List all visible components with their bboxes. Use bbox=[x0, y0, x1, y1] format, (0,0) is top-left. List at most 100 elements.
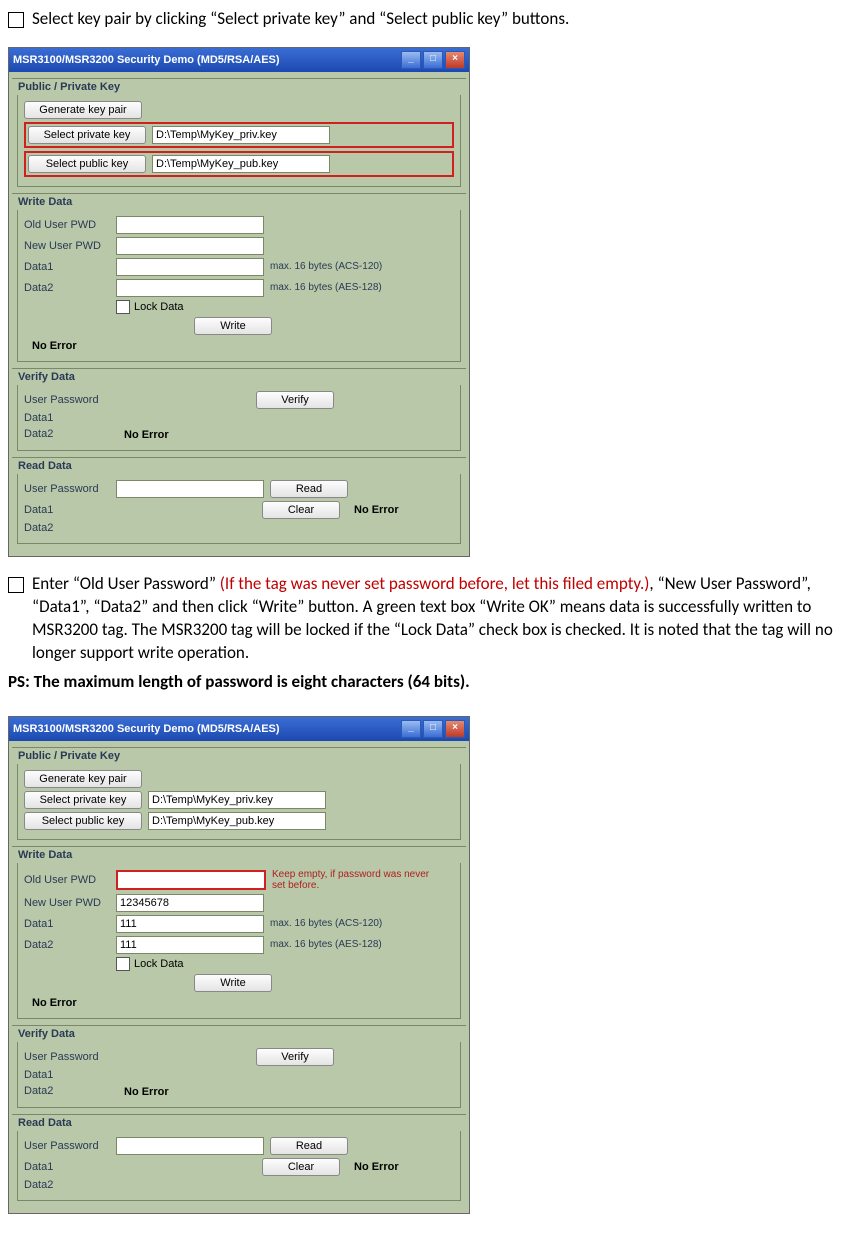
group-verify-title: Verify Data bbox=[12, 1025, 466, 1042]
select-private-key-button[interactable]: Select private key bbox=[28, 126, 146, 144]
clear-button[interactable]: Clear bbox=[262, 1158, 340, 1176]
group-write-title: Write Data bbox=[12, 846, 466, 863]
maximize-icon[interactable]: □ bbox=[423, 51, 443, 69]
data1-input[interactable] bbox=[116, 258, 264, 276]
label-verify-pwd: User Password bbox=[24, 1051, 116, 1063]
step-2: Enter “Old User Password” (If the tag wa… bbox=[8, 573, 840, 665]
label-verify-d2: Data2 bbox=[24, 1085, 116, 1097]
select-public-key-button[interactable]: Select public key bbox=[24, 812, 142, 830]
keep-empty-hint: Keep empty, if password was never set be… bbox=[272, 869, 432, 891]
label-data2: Data2 bbox=[24, 282, 116, 294]
public-key-path[interactable]: D:\Temp\MyKey_pub.key bbox=[148, 812, 326, 830]
label-read-d2: Data2 bbox=[24, 1179, 116, 1191]
label-oldpwd: Old User PWD bbox=[24, 874, 116, 886]
generate-keypair-button[interactable]: Generate key pair bbox=[24, 770, 142, 788]
label-data1: Data1 bbox=[24, 918, 116, 930]
label-data2: Data2 bbox=[24, 939, 116, 951]
label-verify-d1: Data1 bbox=[24, 1069, 116, 1081]
close-icon[interactable]: × bbox=[445, 51, 465, 69]
step-2-red: (If the tag was never set password befor… bbox=[220, 573, 650, 594]
close-icon[interactable]: × bbox=[445, 720, 465, 738]
step-2-pre: Enter “Old User Password” bbox=[32, 573, 220, 594]
write-button[interactable]: Write bbox=[194, 974, 272, 992]
label-verify-d2: Data2 bbox=[24, 428, 116, 440]
hint-data2: max. 16 bytes (AES-128) bbox=[270, 282, 382, 293]
titlebar[interactable]: MSR3100/MSR3200 Security Demo (MD5/RSA/A… bbox=[9, 717, 469, 741]
lock-data-checkbox[interactable] bbox=[116, 300, 130, 314]
app-window-1: MSR3100/MSR3200 Security Demo (MD5/RSA/A… bbox=[8, 47, 470, 557]
new-pwd-input[interactable] bbox=[116, 237, 264, 255]
group-keys: Public / Private Key Generate key pair S… bbox=[17, 747, 461, 840]
label-verify-d1: Data1 bbox=[24, 412, 116, 424]
data1-input[interactable]: 111 bbox=[116, 915, 264, 933]
minimize-icon[interactable]: _ bbox=[401, 720, 421, 738]
app-window-2: MSR3100/MSR3200 Security Demo (MD5/RSA/A… bbox=[8, 716, 470, 1214]
group-read-title: Read Data bbox=[12, 457, 466, 474]
group-verify: Verify Data User PasswordVerify Data1 Da… bbox=[17, 368, 461, 451]
client-area: Public / Private Key Generate key pair S… bbox=[9, 741, 469, 1213]
read-status: No Error bbox=[354, 504, 399, 516]
label-data1: Data1 bbox=[24, 261, 116, 273]
private-key-path[interactable]: D:\Temp\MyKey_priv.key bbox=[152, 126, 330, 144]
verify-status: No Error bbox=[124, 429, 169, 441]
read-pwd-input[interactable] bbox=[116, 1137, 264, 1155]
group-keys-title: Public / Private Key bbox=[12, 747, 466, 764]
group-write: Write Data Old User PWD New User PWD Dat… bbox=[17, 193, 461, 362]
client-area: Public / Private Key Generate key pair S… bbox=[9, 72, 469, 556]
group-keys-title: Public / Private Key bbox=[12, 78, 466, 95]
new-pwd-input[interactable]: 12345678 bbox=[116, 894, 264, 912]
private-key-path[interactable]: D:\Temp\MyKey_priv.key bbox=[148, 791, 326, 809]
group-verify: Verify Data User PasswordVerify Data1 Da… bbox=[17, 1025, 461, 1108]
window-title: MSR3100/MSR3200 Security Demo (MD5/RSA/A… bbox=[13, 54, 280, 66]
checkbox-icon bbox=[8, 577, 24, 593]
group-read: Read Data User PasswordRead Data1ClearNo… bbox=[17, 457, 461, 544]
verify-status: No Error bbox=[124, 1086, 169, 1098]
write-status: No Error bbox=[32, 997, 77, 1009]
label-read-d1: Data1 bbox=[24, 1161, 116, 1173]
label-oldpwd: Old User PWD bbox=[24, 219, 116, 231]
verify-button[interactable]: Verify bbox=[256, 1048, 334, 1066]
write-status: No Error bbox=[32, 340, 77, 352]
hint-data2: max. 16 bytes (AES-128) bbox=[270, 939, 382, 950]
minimize-icon[interactable]: _ bbox=[401, 51, 421, 69]
step-1: Select key pair by clicking “Select priv… bbox=[8, 8, 840, 31]
old-pwd-input[interactable] bbox=[116, 216, 264, 234]
group-verify-title: Verify Data bbox=[12, 368, 466, 385]
hint-data1: max. 16 bytes (ACS-120) bbox=[270, 918, 382, 929]
label-newpwd: New User PWD bbox=[24, 897, 116, 909]
generate-keypair-button[interactable]: Generate key pair bbox=[24, 101, 142, 119]
group-write-title: Write Data bbox=[12, 193, 466, 210]
write-button[interactable]: Write bbox=[194, 317, 272, 335]
titlebar[interactable]: MSR3100/MSR3200 Security Demo (MD5/RSA/A… bbox=[9, 48, 469, 72]
label-verify-pwd: User Password bbox=[24, 394, 116, 406]
group-write: Write Data Old User PWDKeep empty, if pa… bbox=[17, 846, 461, 1019]
group-read-title: Read Data bbox=[12, 1114, 466, 1131]
label-newpwd: New User PWD bbox=[24, 240, 116, 252]
read-button[interactable]: Read bbox=[270, 480, 348, 498]
select-public-key-button[interactable]: Select public key bbox=[28, 155, 146, 173]
old-pwd-input[interactable] bbox=[116, 870, 266, 890]
select-private-key-button[interactable]: Select private key bbox=[24, 791, 142, 809]
label-read-pwd: User Password bbox=[24, 1140, 116, 1152]
read-pwd-input[interactable] bbox=[116, 480, 264, 498]
window-title: MSR3100/MSR3200 Security Demo (MD5/RSA/A… bbox=[13, 723, 280, 735]
hint-data1: max. 16 bytes (ACS-120) bbox=[270, 261, 382, 272]
clear-button[interactable]: Clear bbox=[262, 501, 340, 519]
lock-data-checkbox[interactable] bbox=[116, 957, 130, 971]
verify-button[interactable]: Verify bbox=[256, 391, 334, 409]
label-read-d2: Data2 bbox=[24, 522, 116, 534]
checkbox-icon bbox=[8, 12, 24, 28]
lock-data-label: Lock Data bbox=[134, 958, 184, 970]
label-read-pwd: User Password bbox=[24, 483, 116, 495]
public-key-path[interactable]: D:\Temp\MyKey_pub.key bbox=[152, 155, 330, 173]
group-read: Read Data User PasswordRead Data1ClearNo… bbox=[17, 1114, 461, 1201]
step-2-text: Enter “Old User Password” (If the tag wa… bbox=[32, 573, 840, 665]
lock-data-label: Lock Data bbox=[134, 301, 184, 313]
read-status: No Error bbox=[354, 1161, 399, 1173]
data2-input[interactable] bbox=[116, 279, 264, 297]
label-read-d1: Data1 bbox=[24, 504, 116, 516]
data2-input[interactable]: 111 bbox=[116, 936, 264, 954]
maximize-icon[interactable]: □ bbox=[423, 720, 443, 738]
read-button[interactable]: Read bbox=[270, 1137, 348, 1155]
ps-note: PS: The maximum length of password is ei… bbox=[8, 671, 840, 692]
